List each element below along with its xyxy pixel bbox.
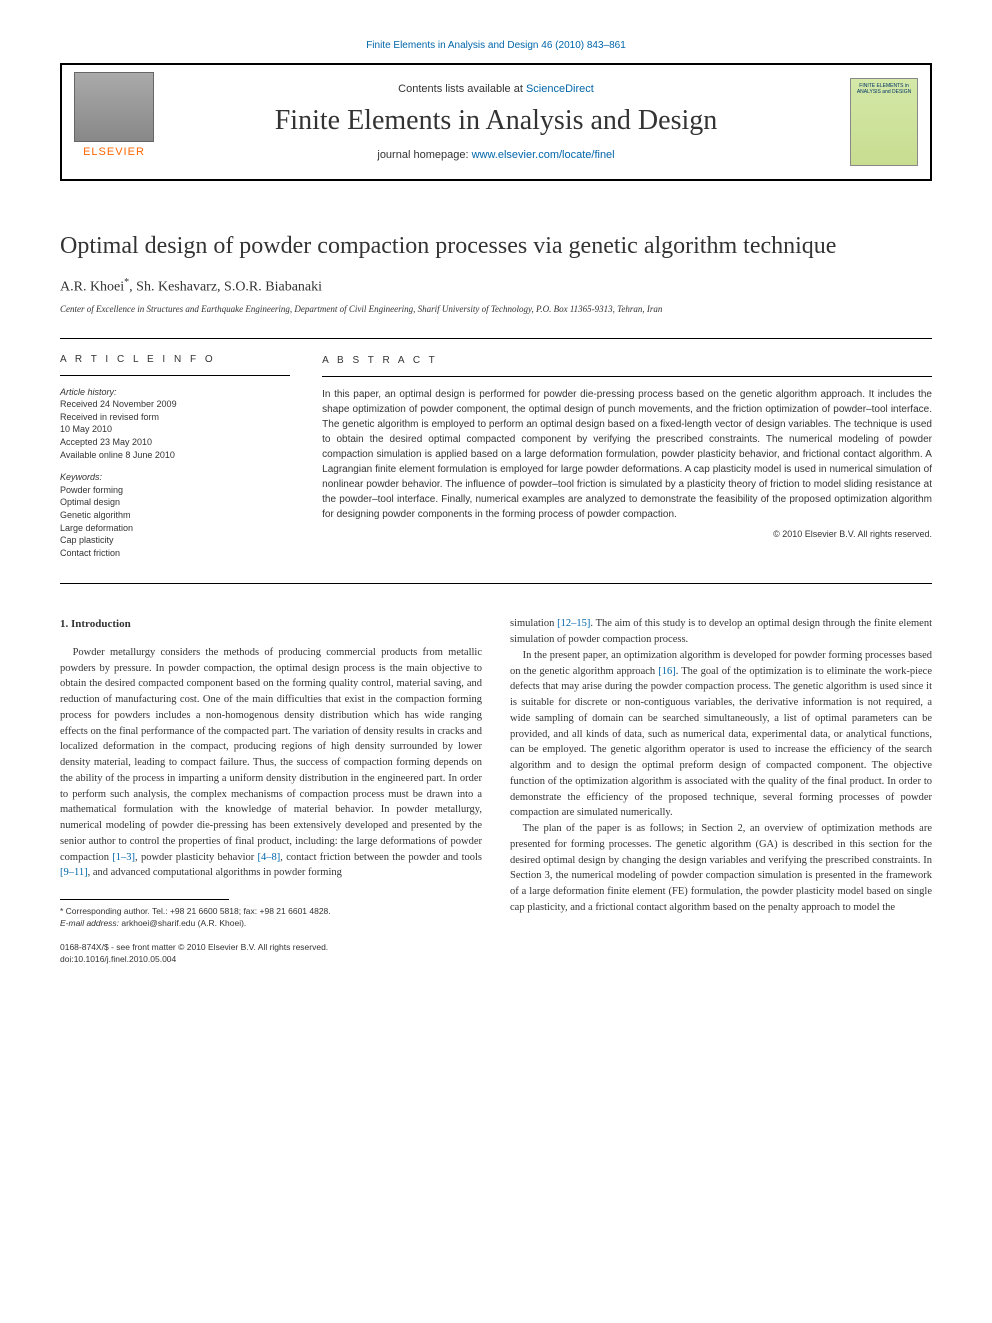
column-left: 1. Introduction Powder metallurgy consid…: [60, 616, 482, 965]
keywords-block: Keywords: Powder forming Optimal design …: [60, 471, 290, 559]
elsevier-tree-icon: [74, 72, 154, 142]
citation-link[interactable]: [16]: [658, 666, 676, 677]
text-run: simulation: [510, 618, 557, 629]
intro-paragraph-3: The plan of the paper is as follows; in …: [510, 821, 932, 916]
footnote-corr-text: Tel.: +98 21 6600 5818; fax: +98 21 6601…: [152, 906, 331, 916]
history-label: Article history:: [60, 386, 290, 399]
intro-paragraph-1-cont: simulation [12–15]. The aim of this stud…: [510, 616, 932, 648]
footnote-separator: [60, 899, 229, 900]
citation-link[interactable]: [9–11]: [60, 867, 88, 878]
sciencedirect-link[interactable]: ScienceDirect: [526, 83, 594, 95]
journal-cover-thumbnail: FINITE ELEMENTS in ANALYSIS and DESIGN: [850, 78, 918, 166]
keyword: Contact friction: [60, 547, 290, 560]
section-heading-1: 1. Introduction: [60, 616, 482, 633]
history-line: Received in revised form: [60, 411, 290, 424]
email-label: E-mail address:: [60, 918, 121, 928]
keywords-label: Keywords:: [60, 471, 290, 484]
page-container: Finite Elements in Analysis and Design 4…: [0, 0, 992, 1006]
authors-line: A.R. Khoei*, Sh. Keshavarz, S.O.R. Biaba…: [60, 277, 932, 296]
issn-line: 0168-874X/$ - see front matter © 2010 El…: [60, 942, 482, 954]
email-footnote: E-mail address: arkhoei@sharif.edu (A.R.…: [60, 918, 482, 930]
abstract-heading: A B S T R A C T: [322, 353, 932, 377]
journal-name: Finite Elements in Analysis and Design: [182, 105, 810, 137]
body-columns: 1. Introduction Powder metallurgy consid…: [60, 616, 932, 965]
doi-block: 0168-874X/$ - see front matter © 2010 El…: [60, 942, 482, 966]
affiliation: Center of Excellence in Structures and E…: [60, 304, 932, 314]
authors-rest: , Sh. Keshavarz, S.O.R. Biabanaki: [129, 280, 322, 295]
elsevier-label: ELSEVIER: [74, 146, 154, 158]
intro-paragraph-1: Powder metallurgy considers the methods …: [60, 645, 482, 881]
citation-link[interactable]: [1–3]: [112, 852, 135, 863]
history-line: Available online 8 June 2010: [60, 449, 290, 462]
homepage-link[interactable]: www.elsevier.com/locate/finel: [472, 149, 615, 161]
info-abstract-row: A R T I C L E I N F O Article history: R…: [60, 338, 932, 585]
text-run: . The goal of the optimization is to eli…: [510, 666, 932, 819]
keyword: Optimal design: [60, 496, 290, 509]
article-info-heading: A R T I C L E I N F O: [60, 353, 290, 376]
article-history: Article history: Received 24 November 20…: [60, 386, 290, 462]
email-address[interactable]: arkhoei@sharif.edu: [121, 918, 195, 928]
intro-paragraph-2: In the present paper, an optimization al…: [510, 648, 932, 821]
homepage-prefix: journal homepage:: [377, 149, 471, 161]
article-info-block: A R T I C L E I N F O Article history: R…: [60, 339, 304, 584]
history-line: Accepted 23 May 2010: [60, 436, 290, 449]
citation-link[interactable]: [12–15]: [557, 618, 590, 629]
keyword: Large deformation: [60, 522, 290, 535]
abstract-block: A B S T R A C T In this paper, an optima…: [304, 339, 932, 584]
text-run: , contact friction between the powder an…: [280, 852, 482, 863]
citation-link[interactable]: [4–8]: [258, 852, 281, 863]
contents-line: Contents lists available at ScienceDirec…: [182, 83, 810, 95]
doi-line: doi:10.1016/j.finel.2010.05.004: [60, 954, 482, 966]
keyword: Cap plasticity: [60, 534, 290, 547]
contents-prefix: Contents lists available at: [398, 83, 526, 95]
history-line: 10 May 2010: [60, 423, 290, 436]
abstract-text: In this paper, an optimal design is perf…: [322, 387, 932, 522]
elsevier-logo: ELSEVIER: [74, 72, 154, 172]
abstract-copyright: © 2010 Elsevier B.V. All rights reserved…: [322, 528, 932, 542]
journal-header: ELSEVIER Contents lists available at Sci…: [60, 63, 932, 181]
article-title: Optimal design of powder compaction proc…: [60, 231, 932, 261]
homepage-line: journal homepage: www.elsevier.com/locat…: [182, 149, 810, 161]
keyword: Powder forming: [60, 484, 290, 497]
journal-citation-link[interactable]: Finite Elements in Analysis and Design 4…: [60, 40, 932, 51]
history-line: Received 24 November 2009: [60, 398, 290, 411]
keyword: Genetic algorithm: [60, 509, 290, 522]
footnote-corr-label: * Corresponding author.: [60, 906, 152, 916]
text-run: , and advanced computational algorithms …: [88, 867, 342, 878]
column-right: simulation [12–15]. The aim of this stud…: [510, 616, 932, 965]
email-suffix: (A.R. Khoei).: [195, 918, 246, 928]
text-run: Powder metallurgy considers the methods …: [60, 647, 482, 863]
corresponding-author-footnote: * Corresponding author. Tel.: +98 21 660…: [60, 906, 482, 918]
author-1: A.R. Khoei: [60, 280, 124, 295]
text-run: , powder plasticity behavior: [135, 852, 258, 863]
